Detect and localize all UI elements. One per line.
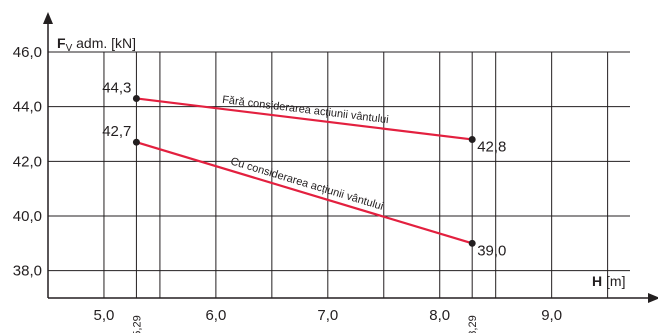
x-axis-arrow bbox=[648, 293, 658, 303]
data-label: 42,8 bbox=[477, 138, 506, 155]
tick-labels: 46,0 44,0 42,0 40,0 38,0 5,0 6,0 7,0 8,0 9,0 5,29 8… bbox=[13, 44, 562, 333]
x-tick-label: 6,0 bbox=[205, 307, 226, 324]
x-marked-label: 5,29 bbox=[131, 315, 143, 333]
y-tick-label: 42,0 bbox=[13, 153, 42, 170]
data-label: 39,0 bbox=[477, 242, 506, 259]
data-point bbox=[468, 135, 476, 143]
x-tick-label: 7,0 bbox=[317, 307, 338, 324]
data-point bbox=[132, 138, 140, 146]
series-line bbox=[136, 97, 473, 141]
data-label: 44,3 bbox=[102, 79, 131, 96]
series-line bbox=[136, 141, 473, 245]
y-tick-label: 40,0 bbox=[13, 208, 42, 225]
series-name-label: Cu considerarea acțiunii vântului bbox=[229, 155, 385, 212]
x-tick-label: 9,0 bbox=[541, 307, 562, 324]
axes bbox=[43, 12, 658, 303]
x-axis-label: H [m] bbox=[592, 273, 625, 289]
x-tick-label: 8,0 bbox=[429, 307, 450, 324]
y-tick-label: 46,0 bbox=[13, 44, 42, 61]
series-name-label: Fără considerarea acțiunii vântului bbox=[222, 94, 390, 126]
y-axis-arrow bbox=[43, 12, 53, 24]
y-tick-label: 38,0 bbox=[13, 263, 42, 280]
x-marked-label: 8,29 bbox=[467, 315, 479, 333]
y-tick-label: 44,0 bbox=[13, 99, 42, 116]
data-point bbox=[468, 239, 476, 247]
data-point bbox=[132, 94, 140, 102]
y-axis-label: FV adm. [kN] bbox=[57, 35, 136, 54]
axis-labels: FV adm. [kN] H [m] bbox=[57, 35, 625, 289]
grid bbox=[48, 51, 630, 298]
x-tick-label: 5,0 bbox=[94, 307, 115, 324]
data-label: 42,7 bbox=[102, 123, 131, 140]
